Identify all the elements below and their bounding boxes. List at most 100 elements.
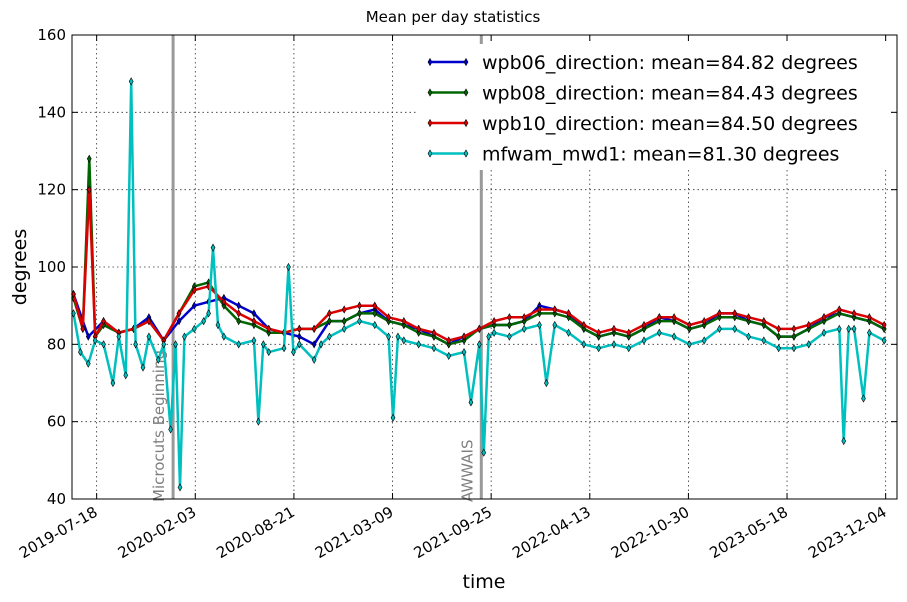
- data-point-wpb10_direction: [341, 305, 347, 314]
- legend-swatch-marker: [427, 57, 433, 67]
- data-point-mfwam_mwd1: [581, 340, 587, 349]
- data-point-mfwam_mwd1: [357, 317, 362, 326]
- data-point-mfwam_mwd1: [210, 243, 216, 252]
- data-point-wpb10_direction: [311, 324, 317, 333]
- data-point-wpb10_direction: [791, 324, 797, 333]
- data-point-mfwam_mwd1: [566, 328, 571, 337]
- data-point-wpb06_direction: [251, 309, 257, 318]
- data-point-wpb10_direction: [776, 324, 781, 333]
- data-point-mfwam_mwd1: [861, 394, 866, 403]
- data-point-wpb10_direction: [507, 313, 512, 322]
- data-point-mfwam_mwd1: [386, 332, 391, 341]
- data-point-mfwam_mwd1: [521, 324, 527, 333]
- data-point-mfwam_mwd1: [491, 328, 497, 337]
- data-point-wpb08_direction: [236, 317, 242, 326]
- x-tick-label: 2021-03-09: [312, 503, 397, 562]
- legend-swatch-marker: [427, 88, 433, 97]
- data-point-wpb10_direction: [761, 317, 767, 326]
- chart-title: Mean per day statistics: [366, 8, 541, 26]
- data-point-mfwam_mwd1: [140, 363, 146, 372]
- x-tick-label: 2022-10-30: [608, 503, 693, 562]
- data-point-mfwam_mwd1: [311, 355, 317, 364]
- legend-swatch-marker: [463, 88, 469, 97]
- data-point-mfwam_mwd1: [123, 371, 129, 380]
- data-point-mfwam_mwd1: [401, 336, 407, 345]
- data-point-mfwam_mwd1: [596, 344, 602, 353]
- data-point-mfwam_mwd1: [806, 340, 812, 349]
- x-tick-label: 2020-08-21: [213, 503, 298, 562]
- y-axis-label: degrees: [9, 229, 31, 305]
- data-point-mfwam_mwd1: [128, 77, 134, 86]
- data-point-mfwam_mwd1: [671, 332, 677, 341]
- data-point-wpb06_direction: [176, 317, 182, 326]
- data-point-wpb10_direction: [266, 324, 272, 333]
- data-point-wpb10_direction: [236, 309, 242, 318]
- data-point-wpb08_direction: [341, 317, 347, 326]
- data-point-wpb08_direction: [776, 332, 781, 341]
- legend-entry: wpb10_direction: mean=84.50 degrees: [482, 113, 858, 135]
- data-point-wpb06_direction: [296, 332, 302, 341]
- annotation-label: Microcuts Beginning: [150, 350, 168, 502]
- y-tick-label: 80: [47, 335, 66, 353]
- data-point-wpb10_direction: [101, 317, 106, 326]
- data-point-wpb10_direction: [596, 328, 602, 337]
- data-point-wpb10_direction: [416, 324, 422, 333]
- legend-swatch-marker: [463, 149, 469, 158]
- data-point-mfwam_mwd1: [552, 320, 558, 330]
- data-point-wpb10_direction: [176, 309, 182, 318]
- data-point-wpb10_direction: [867, 313, 872, 322]
- data-point-wpb10_direction: [732, 309, 738, 318]
- data-point-mfwam_mwd1: [251, 336, 257, 345]
- data-point-mfwam_mwd1: [881, 336, 887, 345]
- data-point-wpb10_direction: [656, 313, 662, 322]
- x-tick-label: 2023-12-04: [805, 503, 890, 562]
- data-point-mfwam_mwd1: [641, 336, 647, 345]
- data-point-mfwam_mwd1: [701, 336, 707, 345]
- data-point-mfwam_mwd1: [168, 425, 173, 434]
- data-point-mfwam_mwd1: [776, 344, 781, 353]
- data-point-wpb08_direction: [357, 309, 362, 318]
- data-point-wpb10_direction: [821, 313, 827, 322]
- y-tick-label: 100: [37, 258, 66, 276]
- data-point-wpb10_direction: [431, 328, 437, 337]
- data-point-wpb10_direction: [327, 309, 332, 318]
- data-point-mfwam_mwd1: [746, 332, 751, 341]
- series-line-mfwam_mwd1: [72, 80, 885, 489]
- data-point-mfwam_mwd1: [416, 340, 422, 349]
- x-tick-label: 2022-04-13: [509, 503, 594, 562]
- data-point-mfwam_mwd1: [476, 340, 482, 349]
- data-point-mfwam_mwd1: [446, 351, 452, 361]
- legend-swatch-marker: [463, 57, 469, 67]
- data-point-mfwam_mwd1: [101, 340, 106, 349]
- data-point-mfwam_mwd1: [85, 359, 91, 368]
- data-point-mfwam_mwd1: [732, 324, 738, 333]
- data-point-mfwam_mwd1: [867, 328, 872, 337]
- y-tick-label: 40: [47, 490, 66, 508]
- data-point-wpb08_direction: [86, 154, 92, 163]
- legend-swatch-marker: [427, 118, 433, 128]
- legend-swatch-marker: [427, 149, 433, 158]
- data-point-mfwam_mwd1: [191, 324, 197, 333]
- data-point-wpb10_direction: [851, 309, 857, 318]
- y-tick-label: 160: [37, 26, 66, 44]
- data-point-wpb10_direction: [566, 309, 571, 318]
- data-point-mfwam_mwd1: [846, 324, 852, 333]
- data-point-mfwam_mwd1: [110, 378, 116, 388]
- data-point-wpb10_direction: [687, 320, 692, 330]
- legend-swatch-marker: [463, 118, 469, 128]
- data-point-wpb06_direction: [236, 301, 242, 310]
- series-group: [71, 77, 887, 492]
- data-point-wpb10_direction: [626, 328, 632, 337]
- data-point-mfwam_mwd1: [236, 340, 242, 349]
- data-point-wpb10_direction: [251, 317, 257, 326]
- data-point-wpb10_direction: [552, 305, 558, 314]
- data-point-mfwam_mwd1: [431, 344, 437, 353]
- legend-entry: wpb08_direction: mean=84.43 degrees: [482, 83, 858, 105]
- y-tick-label: 140: [37, 103, 66, 121]
- data-point-mfwam_mwd1: [286, 262, 291, 272]
- data-point-wpb10_direction: [836, 305, 842, 314]
- data-point-wpb06_direction: [191, 301, 197, 310]
- legend: wpb06_direction: mean=84.82 degrees wpb08…: [418, 44, 890, 170]
- data-point-mfwam_mwd1: [687, 340, 692, 349]
